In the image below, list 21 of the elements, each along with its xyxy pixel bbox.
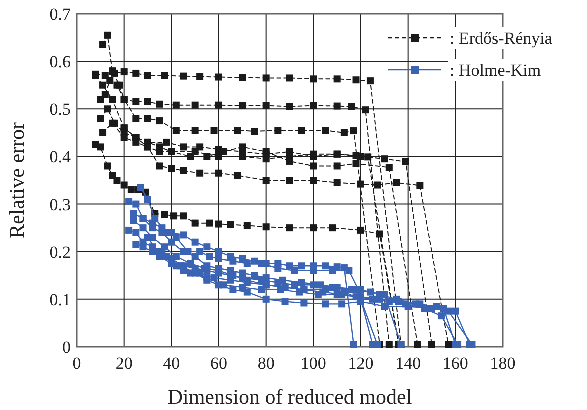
x-tick-label: 180 — [490, 354, 516, 373]
x-axis-title: Dimension of reduced model — [168, 385, 412, 409]
x-tick-label: 20 — [116, 354, 133, 373]
x-tick-label: 100 — [300, 354, 326, 373]
legend-label: : Holme-Kim — [450, 61, 542, 80]
legend-label: : Erdős-Rényia — [450, 29, 553, 48]
y-tick-label: 0.4 — [50, 148, 72, 167]
y-tick-label: 0.1 — [50, 290, 71, 310]
y-tick-label: 0.5 — [50, 100, 71, 120]
x-tick-label: 40 — [163, 354, 180, 373]
x-tick-label: 60 — [210, 354, 228, 373]
y-tick-label: 0.3 — [50, 195, 71, 214]
y-tick-label: 0.7 — [50, 5, 72, 24]
x-tick-label: 80 — [258, 354, 275, 373]
x-tick-label: 120 — [348, 354, 374, 373]
y-tick-label: 0.2 — [50, 242, 71, 262]
y-tick-label: 0.6 — [50, 52, 71, 72]
x-tick-label: 160 — [442, 354, 468, 373]
x-tick-label: 140 — [396, 354, 422, 373]
y-tick-label: 0 — [62, 338, 71, 357]
y-axis-title: Relative error — [5, 122, 29, 239]
